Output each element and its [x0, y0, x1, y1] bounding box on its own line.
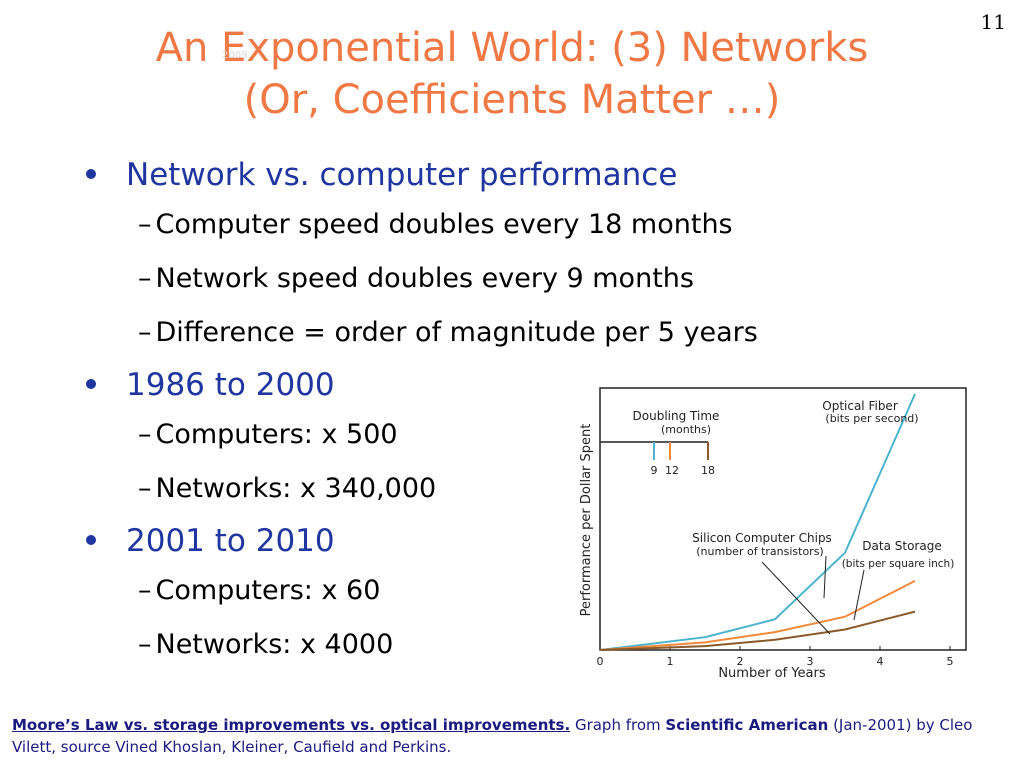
x-axis-label: Number of Years	[718, 666, 826, 681]
dash-icon: –	[138, 575, 152, 606]
sub-bullet-text: Difference = order of magnitude per 5 ye…	[155, 317, 758, 348]
title-line-2: (Or, Coefficients Matter …)	[243, 77, 781, 123]
watermark: 2009	[222, 50, 248, 61]
sub-bullet-item: – Computer speed doubles every 18 months	[86, 198, 966, 252]
series-label: Data Storage	[862, 539, 941, 553]
bullet-item: 1986 to 2000	[86, 362, 966, 408]
sub-bullet-item: – Network speed doubles every 9 months	[86, 252, 966, 306]
bullet-text: 2001 to 2010	[126, 523, 335, 559]
source-link[interactable]: Moore’s Law vs. storage improvements vs.…	[12, 716, 571, 734]
dash-icon: –	[138, 473, 152, 504]
dash-icon: –	[138, 317, 152, 348]
x-tick-label: 2	[737, 655, 744, 668]
slide-number: 11	[980, 10, 1006, 34]
series-sublabel: (bits per second)	[825, 412, 918, 425]
caption-text: (Jan-2001) by Cleo Vilett, source Vined …	[12, 716, 973, 756]
x-tick-label: 3	[807, 655, 814, 668]
doubling-tick-label: 18	[701, 464, 715, 477]
caption-bold: Scientific American	[665, 716, 829, 734]
x-tick-label: 1	[667, 655, 674, 668]
leader-line	[823, 555, 827, 599]
title-line-1: An Exponential World: (3) Networks	[155, 25, 869, 71]
chart-frame	[599, 387, 967, 651]
y-axis-label: Performance per Dollar Spent	[579, 424, 594, 617]
bullet-text: 1986 to 2000	[126, 367, 335, 403]
doubling-time-label: Doubling Time	[633, 409, 720, 423]
sub-bullet-item: – Networks: x 340,000	[86, 462, 966, 516]
caption-text: Graph from	[570, 716, 666, 734]
sub-bullet-text: Computers: x 500	[155, 419, 398, 450]
sub-bullet-text: Networks: x 4000	[155, 629, 394, 660]
sub-bullet-item: – Computers: x 500	[86, 408, 966, 462]
sub-bullet-item: – Difference = order of magnitude per 5 y…	[86, 306, 966, 360]
series-line-silicon-computer-chips	[599, 610, 916, 651]
bullet-dot-icon	[86, 535, 96, 545]
page-title: An Exponential World: (3) Networks (Or, …	[0, 22, 1024, 126]
x-tick-label: 5	[947, 655, 954, 668]
dash-icon: –	[138, 629, 152, 660]
leader-line	[761, 561, 831, 635]
bullet-item: Network vs. computer performance	[86, 152, 966, 198]
x-tick-label: 0	[597, 655, 604, 668]
series-sublabel: (bits per square inch)	[842, 558, 955, 570]
doubling-tick-label: 9	[651, 464, 658, 477]
dash-icon: –	[138, 419, 152, 450]
series-label: Optical Fiber	[822, 399, 898, 413]
leader-line	[853, 569, 865, 621]
dash-icon: –	[138, 263, 152, 294]
x-tick-label: 4	[877, 655, 884, 668]
bullet-text: Network vs. computer performance	[126, 157, 678, 193]
bullet-list: Network vs. computer performance – Comput…	[86, 150, 966, 672]
bullet-item: 2001 to 2010	[86, 518, 966, 564]
sub-bullet-text: Computers: x 60	[155, 575, 381, 606]
x-axis-ticks: 0 1 2 3 4 5	[597, 646, 954, 668]
doubling-tick-label: 12	[665, 464, 679, 477]
bullet-dot-icon	[86, 169, 96, 179]
series-line-optical-fiber	[599, 393, 916, 651]
doubling-time-unit: (months)	[661, 423, 711, 436]
series-lines	[599, 393, 916, 651]
sub-bullet-text: Computer speed doubles every 18 months	[155, 209, 733, 240]
sub-bullet-item: – Computers: x 60	[86, 564, 966, 618]
source-caption: Moore’s Law vs. storage improvements vs.…	[12, 714, 1016, 758]
sub-bullet-text: Networks: x 340,000	[155, 473, 437, 504]
sub-bullet-text: Network speed doubles every 9 months	[155, 263, 694, 294]
bullet-dot-icon	[86, 379, 96, 389]
dash-icon: –	[138, 209, 152, 240]
sub-bullet-item: – Networks: x 4000	[86, 618, 966, 672]
series-label: Silicon Computer Chips	[692, 531, 832, 545]
series-line-data-storage	[599, 579, 916, 651]
series-sublabel: (number of transistors)	[696, 545, 823, 558]
